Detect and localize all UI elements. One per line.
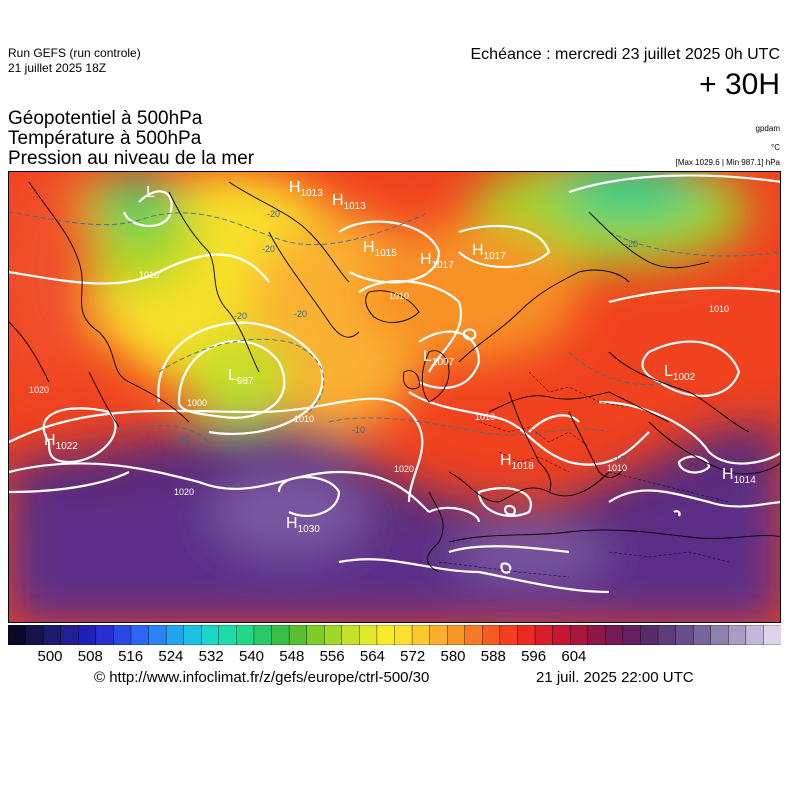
colorbar-swatch: [464, 625, 483, 645]
geopotential-field: [9, 172, 780, 622]
isotherm-label: -20: [234, 311, 247, 321]
isotherm-label: -20: [294, 309, 307, 319]
colorbar-swatch: [657, 625, 677, 645]
unit-pressure-range: [Max 1029.6 | Min 987.1] hPa: [675, 158, 780, 167]
colorbar-swatch: [447, 625, 466, 645]
isobar-label: 1010: [709, 304, 729, 314]
colorbar-tick-label: 516: [118, 648, 144, 665]
colorbar-swatch: [640, 625, 659, 645]
isotherm-label: -20: [262, 244, 275, 254]
credit-url[interactable]: © http://www.infoclimat.fr/z/gefs/europe…: [94, 669, 430, 686]
colorbar-swatch: [25, 625, 44, 645]
isobar-label: 1010: [389, 291, 409, 301]
isotherm-label: -10: [352, 425, 365, 435]
colorbar-swatch: [218, 625, 237, 645]
colorbar-swatch: [60, 625, 79, 645]
colorbar-swatch: [78, 625, 97, 645]
valid-time: Echéance : mercredi 23 juillet 2025 0h U…: [470, 46, 781, 63]
coastlines: [9, 181, 780, 573]
colorbar-tick-label: 548: [279, 648, 305, 665]
colorbar-swatch: [569, 625, 589, 645]
colorbar-swatch: [113, 625, 132, 645]
colorbar-swatch: [271, 625, 290, 645]
run-date: 21 juillet 2025 18Z: [8, 61, 107, 75]
unit-gpdam: gpdam: [755, 124, 780, 133]
isotherms: [9, 211, 780, 443]
colorbar-swatch: [341, 625, 360, 645]
colorbar-tick-label: 532: [198, 648, 224, 665]
colorbar-swatch: [728, 625, 747, 645]
isobar-label: 1010: [139, 270, 159, 280]
isobar-label: 1020: [394, 464, 414, 474]
field-title-temperature: Température à 500hPa: [8, 128, 202, 149]
colorbar-tick-label: 508: [77, 648, 103, 665]
colorbar-swatch: [359, 625, 378, 645]
colorbar-swatch: [675, 625, 694, 645]
colorbar-swatch: [534, 625, 554, 645]
colorbar-swatch: [552, 625, 571, 645]
colorbar-swatch: [745, 625, 765, 645]
colorbar-tick-label: 564: [359, 648, 385, 665]
country-borders: [438, 371, 730, 578]
colorbar-tick-label: 500: [37, 648, 63, 665]
isobar-label: 1010: [607, 463, 627, 473]
colorbar-swatch: [201, 625, 220, 645]
colorbar-swatch: [236, 625, 255, 645]
colorbar-swatch: [376, 625, 396, 645]
colorbar-swatch: [763, 625, 781, 645]
colorbar-tick-label: 540: [238, 648, 265, 665]
isotherm-label: -20: [267, 209, 280, 219]
colorbar-tick-label: 596: [521, 648, 547, 665]
colorbar-swatch: [605, 625, 624, 645]
colorbar-swatch: [482, 625, 501, 645]
colorbar-swatch: [148, 625, 167, 645]
isobar-label: 1000: [187, 398, 207, 408]
colorbar-tick-label: 604: [561, 648, 587, 665]
colorbar-swatch: [622, 625, 642, 645]
colorbar-swatch: [710, 625, 729, 645]
isobar-label: 1020: [29, 385, 49, 395]
colorbar-swatch: [411, 625, 431, 645]
colorbar-swatch: [130, 625, 150, 645]
colorbar-tick-label: 580: [440, 648, 466, 665]
colorbar-tick-label: 524: [158, 648, 184, 665]
field-title-pressure: Pression au niveau de la mer: [8, 148, 255, 169]
colorbar-swatch: [692, 625, 712, 645]
field-title-geopotential: Géopotentiel à 500hPa: [8, 108, 203, 129]
colorbar-swatch: [324, 625, 343, 645]
colorbar-swatch: [42, 625, 62, 645]
isobars: [9, 174, 780, 594]
low-pressure-label: L: [146, 184, 155, 201]
isobar-label: 1010: [294, 414, 314, 424]
colorbar-swatch: [95, 625, 115, 645]
colorbar-swatch: [587, 625, 606, 645]
colorbar-swatch: [253, 625, 273, 645]
colorbar-swatch: [394, 625, 413, 645]
colorbar-swatch: [288, 625, 308, 645]
unit-degc: °C: [771, 143, 780, 152]
colorbar-labels: 500 508 516 524 532 540 548 556 564 572 580 588 596 6…: [8, 648, 781, 666]
colorbar-swatch: [429, 625, 448, 645]
colorbar-tick-label: 556: [319, 648, 345, 665]
colorbar-swatch: [165, 625, 185, 645]
run-title: Run GEFS (run controle): [8, 46, 141, 60]
colorbar-swatch: [517, 625, 536, 645]
isotherm-label: -20: [625, 239, 638, 249]
colorbar-swatch: [8, 625, 27, 645]
lead-time: + 30H: [699, 68, 780, 101]
isobar-label: 1020: [174, 487, 194, 497]
colorbar-swatch: [499, 625, 519, 645]
weather-map[interactable]: H1013 H1013 H1015 H1017 H1017 L987 L1007 L1002 H…: [8, 171, 781, 623]
colorbar-swatch: [183, 625, 202, 645]
isobar-label: 1010: [475, 412, 495, 422]
colorbar-tick-label: 572: [400, 648, 426, 665]
colorbar-tick-label: 588: [480, 648, 506, 665]
credit-timestamp: 21 juil. 2025 22:00 UTC: [536, 669, 694, 686]
isotherm-label: -10: [612, 454, 625, 464]
colorbar-swatch: [306, 625, 325, 645]
colorbar: [8, 625, 781, 645]
isotherm-label: -10: [177, 434, 190, 444]
